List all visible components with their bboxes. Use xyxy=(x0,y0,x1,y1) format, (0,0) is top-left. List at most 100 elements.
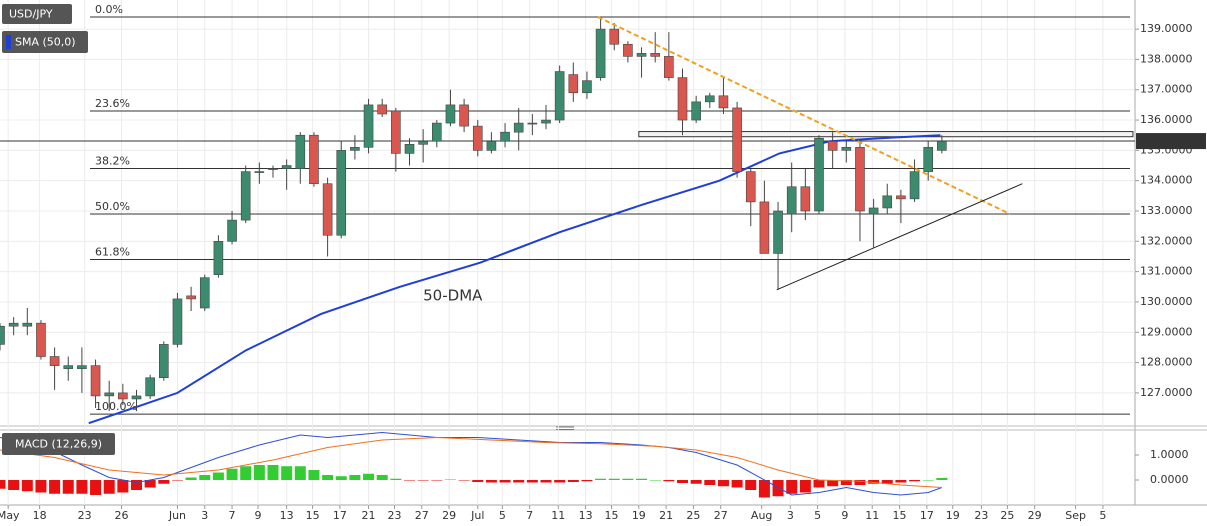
candle-body xyxy=(90,365,101,397)
candle-body xyxy=(664,56,674,78)
macd-histogram-bar xyxy=(390,478,402,480)
macd-histogram-bar xyxy=(76,480,88,494)
macd-histogram-bar xyxy=(144,480,156,488)
fib-label: 0.0% xyxy=(95,3,123,16)
candle-body xyxy=(636,53,647,57)
candle-body xyxy=(159,344,169,379)
x-tick-label: 13 xyxy=(579,509,593,522)
x-tick-label: 17 xyxy=(920,509,934,522)
x-tick-label: 18 xyxy=(33,509,47,522)
macd-histogram-bar xyxy=(485,480,497,483)
macd-histogram-bar xyxy=(171,480,183,481)
resistance-zone xyxy=(638,131,1134,138)
fib-label: 100.0% xyxy=(95,400,137,413)
macd-histogram-bar xyxy=(526,480,538,483)
macd-histogram-bar xyxy=(35,480,47,493)
candle-body xyxy=(472,125,483,151)
macd-box[interactable] xyxy=(2,433,115,455)
candle-body xyxy=(131,395,142,400)
candle-body xyxy=(322,183,333,236)
macd-histogram-bar xyxy=(49,480,61,494)
candle-body xyxy=(786,186,797,215)
fib-label: 61.8% xyxy=(95,246,130,259)
macd-histogram-bar xyxy=(363,473,375,480)
x-tick-label: 5 xyxy=(814,509,821,522)
y-tick-label: 132.0000 xyxy=(1140,234,1193,247)
macd-histogram-bar xyxy=(745,480,757,490)
macd-histogram-bar xyxy=(185,477,197,480)
macd-histogram-bar xyxy=(554,480,566,483)
sma-box[interactable] xyxy=(2,31,88,53)
macd-histogram-bar xyxy=(8,480,20,490)
macd-histogram-bar xyxy=(499,480,511,483)
x-tick-label: 11 xyxy=(551,509,565,522)
x-tick-label: 27 xyxy=(714,509,728,522)
candle-body xyxy=(718,95,729,109)
macd-histogram-bar xyxy=(404,480,416,481)
candle-body xyxy=(582,80,592,94)
macd-histogram-bar xyxy=(199,475,211,480)
x-tick-label: 21 xyxy=(659,509,673,522)
macd-histogram-bar xyxy=(595,478,607,480)
macd-histogram-bar xyxy=(922,480,934,481)
candle-body xyxy=(732,107,742,172)
y-tick-label: 133.0000 xyxy=(1140,204,1193,217)
fib-label: 50.0% xyxy=(95,200,130,213)
y-tick-label: 127.0000 xyxy=(1140,386,1193,399)
candle-body xyxy=(868,207,879,215)
macd-histogram-bar xyxy=(677,480,689,483)
macd-histogram-bar xyxy=(840,480,852,485)
macd-histogram-bar xyxy=(731,480,743,488)
macd-histogram-bar xyxy=(131,480,143,490)
candle-body xyxy=(541,119,551,124)
candle-body xyxy=(909,171,920,200)
candle-body xyxy=(882,195,893,209)
candle-body xyxy=(199,277,210,309)
x-tick-label: 25 xyxy=(686,509,700,522)
candle-body xyxy=(773,210,783,254)
x-tick-label: 7 xyxy=(526,509,533,522)
macd-histogram-bar xyxy=(117,480,129,493)
symbol-box xyxy=(2,4,72,24)
macd-histogram-bar xyxy=(622,478,634,480)
fib-label: 23.6% xyxy=(95,97,130,110)
candle-body xyxy=(759,201,770,254)
annotation: 50-DMA xyxy=(423,286,483,304)
candle-body xyxy=(500,131,510,142)
macd-histogram-bar xyxy=(909,480,921,482)
macd-histogram-bar xyxy=(540,480,552,483)
candle-body xyxy=(445,104,456,124)
x-tick-label: 15 xyxy=(893,509,907,522)
x-tick-label: 25 xyxy=(1000,509,1014,522)
x-tick-label: May xyxy=(0,509,20,522)
labels: USD/JPY SMA (50,0) MACD (12,26,9) xyxy=(2,4,115,455)
candle-body xyxy=(186,295,196,300)
candle-body xyxy=(350,147,360,151)
candle-body xyxy=(691,101,701,121)
candle-body xyxy=(486,140,497,151)
trendline xyxy=(776,183,1023,291)
candle-body xyxy=(432,122,442,142)
candle-body xyxy=(363,104,374,148)
y-tick-label: 128.0000 xyxy=(1140,356,1193,369)
macd-histogram-bar xyxy=(868,480,880,484)
macd-histogram-bar xyxy=(417,480,429,481)
y-tick-label: 136.0000 xyxy=(1140,113,1193,126)
macd-histogram-bar xyxy=(663,480,675,482)
macd-histogram-bar xyxy=(881,480,893,484)
y-tick-label: 139.0000 xyxy=(1140,22,1193,35)
candle-body xyxy=(568,74,579,94)
x-tick-label: 3 xyxy=(201,509,208,522)
macd-histogram-bar xyxy=(608,478,620,480)
macd-histogram-bar xyxy=(717,480,729,487)
macd-histogram-bar xyxy=(226,468,238,480)
macd-histogram-bar xyxy=(212,472,224,480)
candle-body xyxy=(841,147,852,151)
macd-y-tick-label: 0.0000 xyxy=(1150,473,1189,486)
x-tick-label: 19 xyxy=(632,509,646,522)
x-tick-label: 9 xyxy=(841,509,848,522)
x-tick-label: 23 xyxy=(974,509,988,522)
